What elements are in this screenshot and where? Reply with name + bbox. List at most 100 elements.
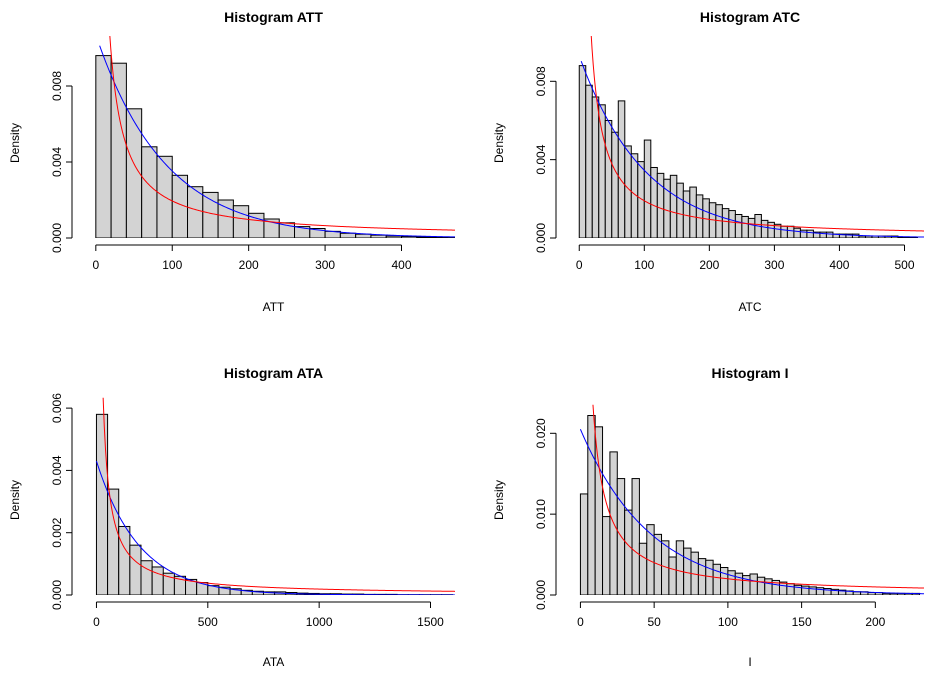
- y-axis-label: Density: [8, 480, 22, 520]
- y-tick-label: 0.008: [50, 71, 64, 101]
- y-axis-label: Density: [492, 480, 506, 520]
- x-tick-label: 150: [792, 615, 812, 629]
- histogram-bar: [118, 525, 131, 595]
- histogram-bar: [720, 567, 729, 595]
- histogram-bar: [141, 146, 158, 238]
- histogram-bar: [416, 236, 433, 238]
- red-fit-curve: [590, 36, 924, 232]
- histogram-bar: [217, 199, 234, 238]
- y-tick-label: 0.008: [534, 66, 548, 96]
- histogram-bar: [611, 131, 619, 238]
- histogram-bar: [129, 544, 142, 595]
- histogram-bar: [110, 62, 127, 238]
- histogram-bar: [140, 560, 153, 595]
- x-axis-label: ATA: [263, 655, 285, 669]
- histogram-bar: [867, 592, 876, 595]
- x-tick-label: 500: [894, 258, 914, 272]
- histogram-bar: [806, 229, 814, 238]
- blue-fit-curve: [95, 460, 455, 595]
- histogram-bar: [728, 210, 736, 238]
- chart-title: Histogram I: [711, 365, 788, 381]
- histogram-bar: [882, 592, 891, 595]
- histogram-bar: [624, 145, 632, 238]
- histogram-bar: [95, 413, 109, 595]
- x-tick-label: 0: [92, 258, 99, 272]
- histogram-bar: [749, 573, 758, 595]
- histogram-bar: [889, 592, 898, 595]
- histogram-bar: [232, 205, 250, 238]
- histogram-bar: [643, 139, 652, 238]
- histogram-bar: [695, 194, 704, 238]
- histogram-bar: [385, 235, 403, 238]
- x-tick-label: 1000: [306, 615, 333, 629]
- histogram-bar: [778, 581, 788, 595]
- y-tick-label: 0.000: [50, 223, 64, 253]
- y-axis-label: Density: [492, 123, 506, 163]
- histogram-bar: [705, 559, 714, 595]
- histogram-bar: [579, 493, 589, 595]
- histogram-bar: [734, 213, 743, 238]
- x-axis-label: ATT: [263, 300, 285, 314]
- histogram-bar: [786, 225, 795, 238]
- x-tick-label: 300: [764, 258, 784, 272]
- histogram-bar: [355, 233, 372, 238]
- blue-fit-curve: [99, 45, 455, 238]
- y-tick-label: 0.010: [534, 499, 548, 529]
- histogram-bar: [675, 540, 685, 595]
- chart-title: Histogram ATA: [224, 365, 323, 381]
- histogram-bar: [741, 215, 749, 238]
- x-tick-label: 200: [699, 258, 719, 272]
- red-fit-curve: [592, 404, 924, 589]
- red-fit-curve: [102, 397, 455, 592]
- y-tick-label: 0.002: [50, 517, 64, 547]
- histogram-bar: [187, 186, 204, 238]
- histogram-bar: [598, 104, 606, 238]
- x-axis-label: I: [748, 655, 751, 669]
- red-fit-curve: [109, 36, 455, 231]
- y-tick-label: 0.004: [50, 147, 64, 177]
- x-tick-label: 1500: [417, 615, 444, 629]
- x-tick-label: 500: [198, 615, 218, 629]
- histogram-bar: [712, 563, 722, 595]
- histogram-bar: [591, 96, 600, 238]
- x-tick-label: 400: [391, 258, 411, 272]
- histogram-bar: [370, 234, 387, 238]
- histogram-bar: [151, 566, 164, 595]
- histogram-bar: [825, 231, 834, 238]
- histogram-panel: 0 50 100 150 200 0.000 0.010 0.020 Histogram I I D…: [492, 365, 924, 669]
- histogram-bar: [689, 186, 697, 238]
- histogram-bar: [858, 235, 866, 238]
- histogram-bar: [786, 583, 795, 595]
- x-tick-label: 100: [718, 615, 738, 629]
- histogram-bar: [95, 55, 112, 238]
- histogram-bar: [631, 478, 640, 595]
- histogram-bar: [780, 225, 788, 238]
- x-tick-label: 100: [162, 258, 182, 272]
- x-tick-label: 200: [865, 615, 885, 629]
- histogram-bar: [431, 236, 448, 238]
- x-tick-label: 50: [647, 615, 661, 629]
- x-axis-label: ATC: [738, 300, 761, 314]
- histogram-bar: [578, 65, 587, 238]
- histogram-bar: [602, 516, 611, 595]
- histogram-panel: 0 100 200 300 400 500 0.000 0.004 0.008 Histogram…: [492, 9, 924, 314]
- x-tick-label: 300: [315, 258, 335, 272]
- histogram-bar: [604, 119, 613, 238]
- histogram-bar: [585, 84, 593, 238]
- histogram-panel: 0 500 1000 1500 0.000 0.002 0.004 0.006 Histogra…: [8, 365, 455, 669]
- histogram-bar: [851, 233, 860, 238]
- histogram-bar: [676, 182, 684, 238]
- y-tick-label: 0.004: [50, 455, 64, 485]
- x-tick-label: 100: [634, 258, 654, 272]
- bars: [579, 415, 921, 595]
- y-axis-label: Density: [8, 123, 22, 163]
- bars: [578, 65, 918, 238]
- histogram-panel: 0 100 200 300 400 0.000 0.004 0.008 Histogram AT…: [8, 9, 455, 314]
- y-tick-label: 0.000: [534, 580, 548, 610]
- histogram-bar: [339, 232, 357, 238]
- histogram-bar: [594, 426, 604, 595]
- histogram-bar: [624, 509, 633, 595]
- x-tick-label: 0: [577, 615, 584, 629]
- histogram-bar: [668, 556, 677, 595]
